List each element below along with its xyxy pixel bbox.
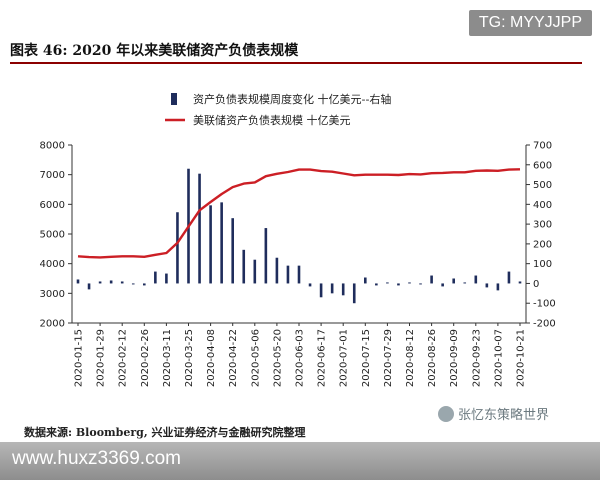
bar xyxy=(352,283,356,304)
bar xyxy=(176,212,179,284)
bar xyxy=(209,205,212,284)
bar xyxy=(98,281,102,284)
y-left-tick-label: 4000 xyxy=(40,259,65,270)
bar xyxy=(242,249,246,284)
bar xyxy=(154,271,157,284)
bar xyxy=(441,283,444,287)
bar xyxy=(120,281,124,284)
x-tick-label: 2020-01-15 xyxy=(74,329,85,387)
bar xyxy=(397,283,400,286)
bar xyxy=(386,282,389,284)
source-note: 数据来源: Bloomberg, 兴业证券经济与金融研究院整理 xyxy=(24,426,306,439)
account-watermark-text: 张忆东策略世界 xyxy=(458,408,550,423)
x-tick-label: 2020-08-26 xyxy=(427,329,438,387)
x-tick-label: 2020-06-17 xyxy=(317,329,328,387)
bar xyxy=(143,283,146,286)
y-left-tick-label: 8000 xyxy=(40,141,65,152)
x-tick-label: 2020-09-09 xyxy=(449,329,460,387)
bar xyxy=(463,282,467,284)
x-tick-label: 2020-04-08 xyxy=(206,329,217,387)
bar xyxy=(220,202,223,284)
page-title: 图表 46: 2020 年以来美联储资产负债表规模 xyxy=(10,43,299,59)
y-left-tick-label: 5000 xyxy=(40,230,65,241)
bar xyxy=(264,228,268,284)
x-tick-label: 2020-08-12 xyxy=(405,329,416,387)
bar xyxy=(319,283,323,298)
url-watermark: www.huxz3369.com xyxy=(12,448,181,469)
x-tick-label: 2020-09-23 xyxy=(471,329,482,387)
y-right-tick-label: 500 xyxy=(533,180,552,191)
bar xyxy=(131,283,135,285)
y-right-tick-label: 100 xyxy=(533,259,552,270)
bar xyxy=(275,257,279,284)
y-left-tick-label: 3000 xyxy=(40,289,65,300)
x-tick-label: 2020-01-29 xyxy=(96,329,107,387)
bar xyxy=(518,281,522,284)
bar xyxy=(198,173,201,284)
x-tick-label: 2020-07-29 xyxy=(383,329,394,387)
bar xyxy=(109,280,113,284)
bar xyxy=(330,283,334,294)
series-line xyxy=(77,168,521,259)
x-tick-label: 2020-03-11 xyxy=(162,329,173,387)
bar xyxy=(408,282,411,284)
x-tick-label: 2020-06-03 xyxy=(295,329,306,387)
y-left-tick-label: 2000 xyxy=(40,319,65,330)
x-tick-label: 2020-10-21 xyxy=(516,329,527,387)
bar xyxy=(231,218,234,284)
x-tick-label: 2020-02-26 xyxy=(140,329,151,387)
x-tick-label: 2020-03-25 xyxy=(184,329,195,387)
bar xyxy=(341,283,345,296)
title-divider xyxy=(10,62,582,64)
bar xyxy=(485,283,489,288)
y-right-tick-label: 300 xyxy=(533,220,552,231)
account-watermark: 张忆东策略世界 xyxy=(438,404,549,423)
bar xyxy=(253,259,257,284)
bar xyxy=(419,283,422,285)
bar xyxy=(364,277,367,284)
y-right-tick-label: 0 xyxy=(533,279,539,290)
bar xyxy=(286,265,290,284)
y-right-tick-label: 700 xyxy=(533,141,552,152)
y-right-tick-label: -200 xyxy=(533,319,556,330)
bar xyxy=(165,273,168,284)
bar xyxy=(474,275,478,284)
footer-band xyxy=(0,442,600,480)
y-left-tick-label: 6000 xyxy=(40,200,65,211)
bar xyxy=(507,271,511,284)
legend-label-line: 美联储资产负债表规模 十亿美元 xyxy=(193,113,351,127)
tg-watermark: TG: MYYJJPP xyxy=(468,10,592,36)
bar xyxy=(496,283,500,291)
bar xyxy=(452,278,455,284)
bar xyxy=(76,279,80,284)
bar xyxy=(308,283,312,287)
legend-label-bar: 资产负债表规模周度变化 十亿美元--右轴 xyxy=(193,92,391,106)
x-tick-label: 2020-02-12 xyxy=(118,329,129,387)
x-tick-label: 2020-10-07 xyxy=(493,329,504,387)
y-right-tick-label: 400 xyxy=(533,200,552,211)
y-right-tick-label: 600 xyxy=(533,160,552,171)
x-tick-label: 2020-05-06 xyxy=(250,329,261,387)
x-tick-label: 2020-07-01 xyxy=(339,329,350,387)
bar xyxy=(297,265,301,284)
y-right-tick-label: 200 xyxy=(533,239,552,250)
bar xyxy=(375,283,378,286)
bar xyxy=(87,283,91,290)
x-tick-label: 2020-04-22 xyxy=(228,329,239,387)
x-tick-label: 2020-07-15 xyxy=(361,329,372,387)
legend-swatch-bar xyxy=(171,93,177,105)
x-tick-label: 2020-05-20 xyxy=(272,329,283,387)
bar xyxy=(430,275,433,284)
y-right-tick-label: -100 xyxy=(533,299,556,310)
wechat-icon xyxy=(438,405,454,422)
y-left-tick-label: 7000 xyxy=(40,170,65,181)
